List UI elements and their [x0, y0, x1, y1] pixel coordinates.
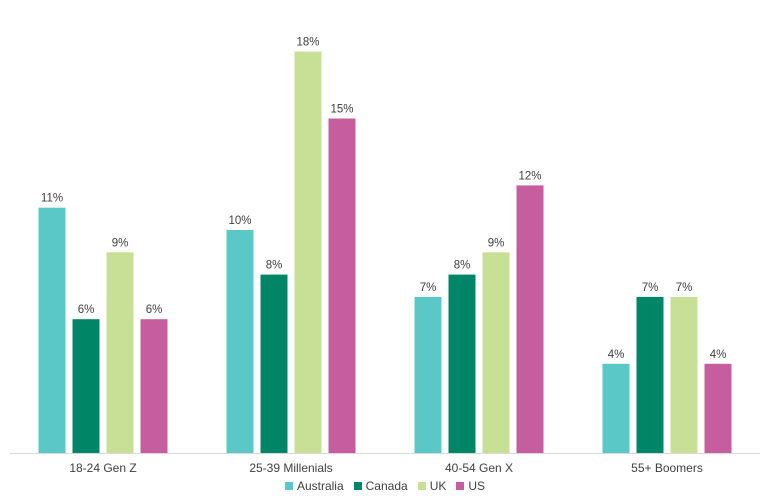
data-label: 7% — [676, 282, 693, 294]
legend-label: US — [468, 479, 486, 493]
bar-canada-2 — [448, 274, 476, 453]
bar-us-1 — [328, 118, 356, 453]
bar-australia-1 — [226, 230, 254, 453]
bar-canada-0 — [72, 319, 100, 453]
legend-item-australia: Australia — [284, 479, 344, 493]
bar-canada-1 — [260, 274, 288, 453]
category-labels-group: 18-24 Gen Z 25-39 Millenials 40-54 Gen X 55… — [69, 461, 703, 475]
legend: Australia Canada UK US — [0, 479, 770, 493]
data-label: 9% — [488, 237, 505, 249]
data-labels-group: 11% 6% 9% 6% 10% 8% 18% 15% 7% 8% 9% 12% 4% 7% 7% 4% — [41, 37, 726, 361]
data-label: 8% — [454, 260, 471, 272]
legend-swatch — [417, 482, 426, 490]
bar-us-0 — [140, 319, 168, 453]
legend-label: UK — [429, 479, 447, 493]
data-label: 6% — [146, 304, 163, 316]
bar-australia-2 — [414, 296, 442, 453]
data-label: 6% — [78, 304, 95, 316]
bar-uk-1 — [294, 51, 322, 453]
data-label: 8% — [266, 260, 283, 272]
category-label: 25-39 Millenials — [249, 461, 332, 475]
data-label: 15% — [330, 104, 353, 116]
data-label: 18% — [296, 37, 319, 49]
bar-australia-3 — [602, 363, 630, 453]
data-label: 4% — [710, 349, 727, 361]
data-label: 11% — [41, 193, 63, 205]
legend-swatch — [284, 482, 293, 490]
bar-canada-3 — [636, 296, 664, 453]
category-label: 55+ Boomers — [631, 461, 703, 475]
category-label: 18-24 Gen Z — [69, 461, 136, 475]
legend-label: Canada — [365, 479, 408, 493]
data-label: 10% — [228, 215, 251, 227]
bar-us-3 — [704, 363, 732, 453]
legend-item-us: US — [456, 479, 485, 493]
legend-swatch — [456, 482, 465, 490]
legend-item-uk: UK — [417, 479, 447, 493]
bar-us-2 — [516, 185, 544, 453]
data-label: 4% — [608, 349, 625, 361]
legend-swatch — [353, 482, 362, 490]
data-label: 12% — [518, 170, 541, 182]
legend-item-canada: Canada — [353, 479, 408, 493]
legend-label: Australia — [296, 479, 344, 493]
bar-uk-0 — [106, 252, 134, 453]
bar-uk-2 — [482, 252, 510, 453]
bar-australia-0 — [38, 207, 66, 453]
category-label: 40-54 Gen X — [445, 461, 513, 475]
bars-group — [38, 51, 732, 453]
data-label: 7% — [642, 282, 659, 294]
data-label: 7% — [420, 282, 437, 294]
bar-uk-3 — [670, 296, 698, 453]
data-label: 9% — [112, 237, 129, 249]
